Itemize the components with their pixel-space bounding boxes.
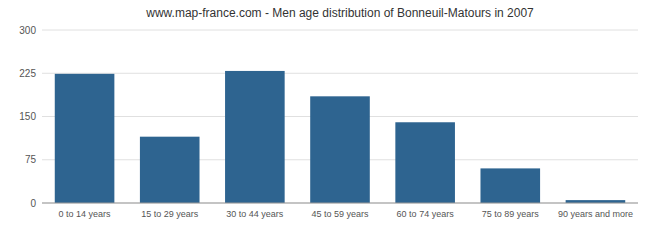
y-tick-label: 0 xyxy=(30,198,36,209)
x-tick-label: 30 to 44 years xyxy=(226,209,284,219)
x-axis-line xyxy=(42,203,638,204)
x-tick-label: 90 years and more xyxy=(558,209,633,219)
y-tick-label: 150 xyxy=(19,111,36,122)
bar xyxy=(395,122,455,203)
x-tick-label: 15 to 29 years xyxy=(141,209,199,219)
x-tick-label: 0 to 14 years xyxy=(59,209,112,219)
bar xyxy=(480,168,540,203)
y-tick-label: 225 xyxy=(19,68,36,79)
grid-line xyxy=(42,73,638,74)
y-axis: 0 75 150 225 300 xyxy=(19,25,638,209)
x-tick-label: 75 to 89 years xyxy=(482,209,540,219)
bar xyxy=(225,71,285,203)
page: {"chart_data": {"type": "bar", "title": … xyxy=(0,0,650,229)
x-axis: 0 to 14 years 15 to 29 years 30 to 44 year… xyxy=(59,209,633,219)
x-tick-label: 45 to 59 years xyxy=(311,209,369,219)
y-tick-label: 75 xyxy=(25,154,37,165)
chart-container: www.map-france.com - Men age distributio… xyxy=(0,0,650,229)
bars xyxy=(55,71,625,203)
y-tick-label: 300 xyxy=(19,25,36,36)
bar xyxy=(140,137,200,203)
x-tick-label: 60 to 74 years xyxy=(397,209,455,219)
chart-svg: www.map-france.com - Men age distributio… xyxy=(0,0,650,229)
title: www.map-france.com - Men age distributio… xyxy=(145,6,534,20)
grid-line xyxy=(42,203,638,204)
grid-line xyxy=(42,30,638,31)
bar xyxy=(310,96,370,203)
bar xyxy=(55,74,115,203)
